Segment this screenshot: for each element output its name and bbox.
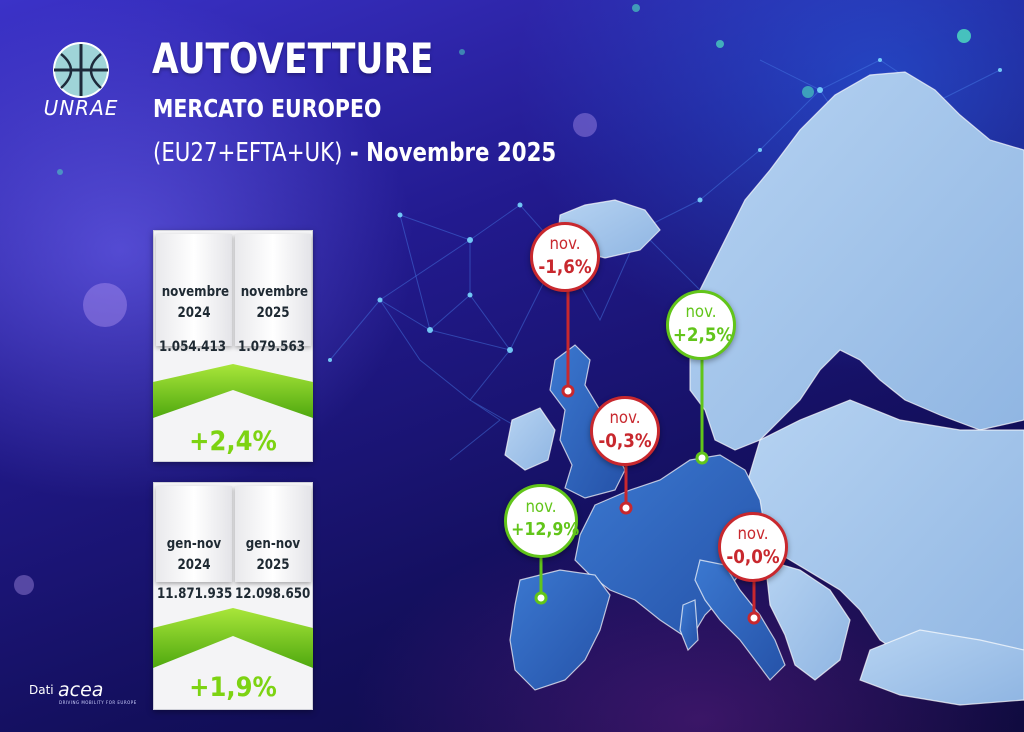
- spain-marker-period: nov.: [525, 497, 557, 517]
- france-marker-value: -0,3%: [598, 430, 652, 452]
- unrae-logo-icon: [53, 42, 109, 98]
- period-line: (EU27+EFTA+UK) - Novembre 2025: [153, 138, 556, 168]
- monthly-col1-label-line1: novembre: [161, 284, 230, 300]
- ytd-value-2025: 12.098.650: [235, 586, 311, 602]
- page-title: AUTOVETTURE: [152, 34, 434, 83]
- acea-logo: acea: [58, 679, 104, 701]
- ytd-col1-label-line1: gen-nov: [166, 536, 222, 552]
- uk-pin: [561, 384, 575, 398]
- uk-marker-bubble: nov. -1,6%: [530, 222, 600, 292]
- monthly-value-2024: 1.054.413: [159, 339, 227, 355]
- ytd-col1-header: gen-nov 2024: [156, 486, 232, 582]
- page-subtitle: MERCATO EUROPEO: [153, 94, 382, 123]
- source-label: Dati: [29, 683, 54, 697]
- germany-marker-bubble: nov. +2,5%: [666, 290, 736, 360]
- ytd-panel: gen-nov 2024 gen-nov 2025 11.871.935 12.…: [153, 482, 313, 710]
- spain-pin: [534, 591, 548, 605]
- acea-tagline: DRIVING MOBILITY FOR EUROPE: [59, 700, 137, 705]
- italy-marker-bubble: nov. -0,0%: [718, 512, 788, 582]
- scope-label: (EU27+EFTA+UK): [153, 138, 343, 168]
- monthly-up-arrow-icon: [153, 364, 313, 418]
- monthly-col1-label-line2: 2024: [177, 305, 211, 321]
- ireland: [504, 407, 556, 471]
- monthly-col1-header: novembre 2024: [156, 234, 232, 346]
- italy-pin: [747, 611, 761, 625]
- italy-marker-value: -0,0%: [726, 546, 780, 568]
- monthly-col2-label-line2: 2025: [256, 305, 290, 321]
- germany-pin: [695, 451, 709, 465]
- spain-marker-bubble: nov. +12,9%: [504, 484, 580, 558]
- balkans: [764, 559, 851, 681]
- sardinia: [679, 599, 699, 652]
- monthly-col2-header: novembre 2025: [235, 234, 311, 346]
- ytd-col1-label-line2: 2024: [177, 557, 211, 573]
- france-pin: [619, 501, 633, 515]
- monthly-value-2025: 1.079.563: [238, 339, 306, 355]
- ytd-value-2024: 11.871.935: [157, 586, 233, 602]
- ytd-col2-label-line2: 2025: [256, 557, 290, 573]
- ytd-up-arrow-icon: [153, 608, 313, 668]
- ytd-change: +1,9%: [189, 672, 277, 703]
- monthly-col2-label-line1: novembre: [240, 284, 309, 300]
- period-label: Novembre 2025: [366, 138, 557, 168]
- spain-marker-value: +12,9%: [511, 519, 580, 540]
- scandinavia: [689, 71, 1024, 451]
- ytd-col2-header: gen-nov 2025: [235, 486, 311, 582]
- france-marker-period: nov.: [609, 408, 641, 428]
- separator: -: [342, 138, 367, 168]
- uk-marker-value: -1,6%: [538, 256, 592, 278]
- turkey: [859, 629, 1024, 706]
- iberia: [509, 569, 611, 691]
- germany-marker-period: nov.: [685, 302, 717, 322]
- uk-marker-period: nov.: [549, 234, 581, 254]
- germany-marker-value: +2,5%: [672, 324, 734, 346]
- monthly-change: +2,4%: [189, 426, 277, 457]
- italy: [694, 559, 786, 681]
- france-marker-bubble: nov. -0,3%: [590, 396, 660, 466]
- ytd-col2-label-line1: gen-nov: [245, 536, 301, 552]
- brand-logo-text: UNRAE: [43, 96, 119, 120]
- monthly-panel: novembre 2024 novembre 2025 1.054.413 1.…: [153, 230, 313, 462]
- italy-marker-period: nov.: [737, 524, 769, 544]
